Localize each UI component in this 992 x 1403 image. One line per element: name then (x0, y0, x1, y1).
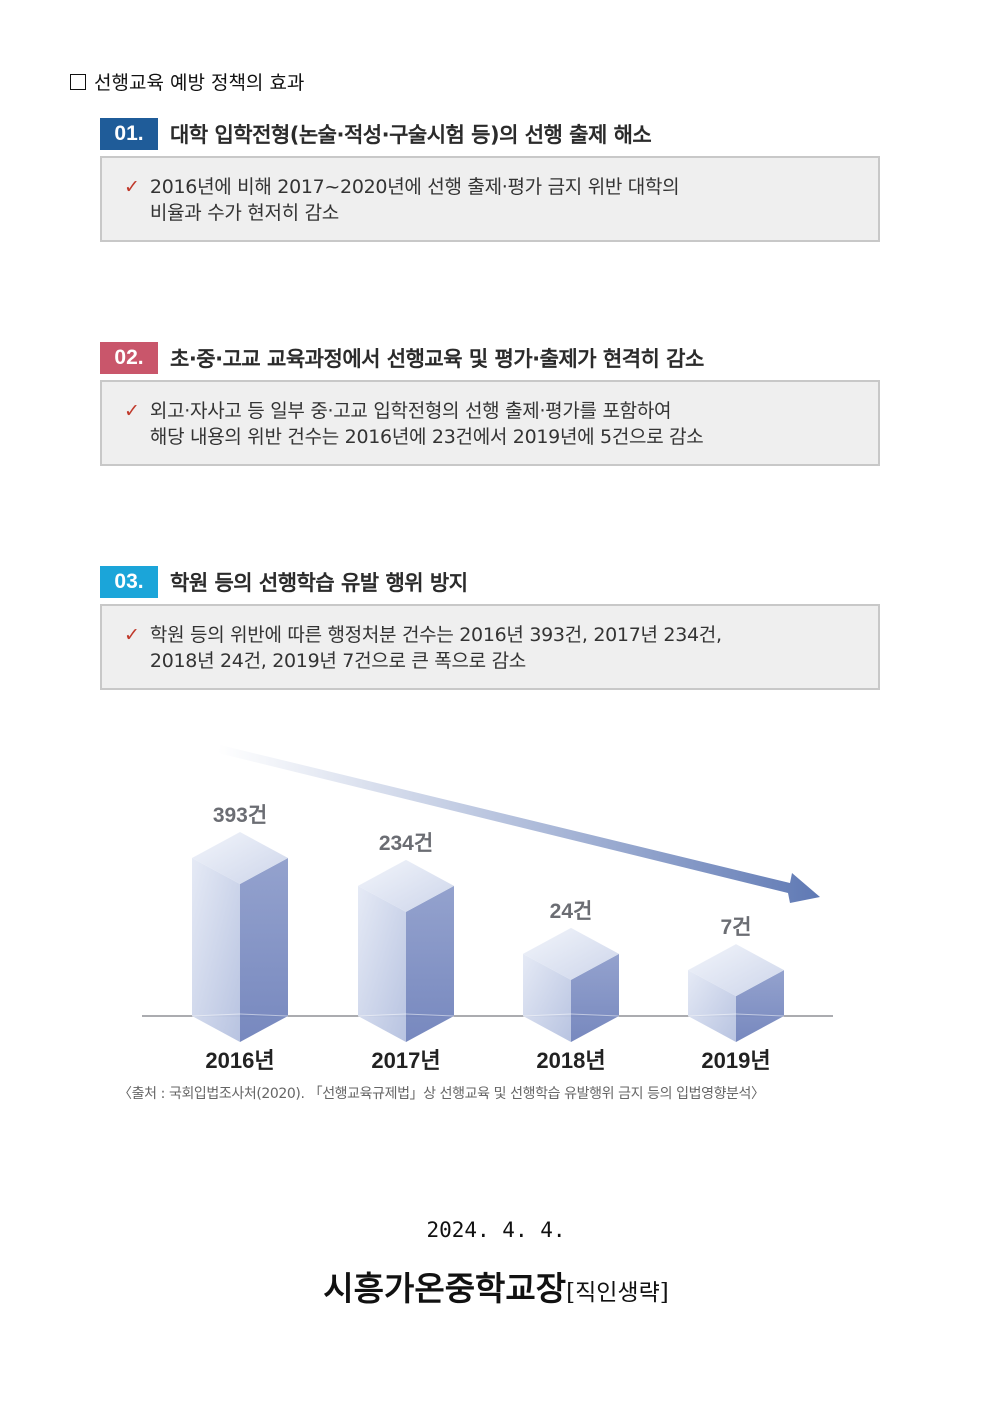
signer-block: 시흥가온중학교장[직인생략] (0, 1262, 992, 1310)
bar-inner-edge (405, 1013, 455, 1017)
bar-right-face (736, 970, 784, 1042)
bar-inner-edge (570, 1013, 620, 1017)
section-03: 03. 학원 등의 선행학습 유발 행위 방지 ✓ 학원 등의 위반에 따른 행… (100, 566, 880, 690)
section-title: 대학 입학전형(논술·적성·구술시험 등)의 선행 출제 해소 (170, 123, 652, 147)
bar-data-label: 393건 (213, 804, 267, 827)
seal-omitted: [직인생략] (566, 1280, 669, 1306)
x-tick-label: 2018년 (536, 1048, 605, 1073)
bar-inner-edge (357, 1013, 407, 1017)
description-line: 학원 등의 위반에 따른 행정처분 건수는 2016년 393건, 2017년 … (149, 624, 722, 646)
heading-text: 선행교육 예방 정책의 효과 (94, 72, 305, 94)
section-number: 02. (100, 342, 158, 374)
x-tick-label: 2017년 (371, 1048, 440, 1073)
bar-right-face (406, 885, 454, 1042)
section-number: 01. (100, 118, 158, 150)
trend-arrow (218, 745, 820, 903)
bar-inner-edge (735, 1013, 785, 1017)
bar-right-face (240, 858, 288, 1042)
bar-top-face (358, 859, 454, 912)
document-date: 2024. 4. 4. (426, 1218, 566, 1242)
bar-data-label: 24건 (550, 900, 593, 923)
section-description-box: ✓ 2016년에 비해 2017~2020년에 선행 출제·평가 금지 위반 대… (100, 156, 880, 242)
section-title: 초·중·고교 교육과정에서 선행교육 및 평가·출제가 현격히 감소 (170, 347, 704, 371)
signer-name: 시흥가온중학교장 (323, 1269, 567, 1308)
chart-source: 〈출처 : 국회입법조사처(2020). 「선행교육규제법」상 선행교육 및 선… (118, 1086, 765, 1102)
description-line: 해당 내용의 위반 건수는 2016년에 23건에서 2019년에 5건으로 감… (149, 426, 704, 448)
checkbox-square-icon (70, 73, 86, 90)
bar-top-face (192, 832, 288, 884)
x-tick-label: 2019년 (701, 1048, 770, 1073)
bar-inner-edge (522, 1013, 572, 1017)
bar-data-label: 7건 (721, 916, 752, 939)
penalty-count-chart: 393건 2016년 234건 2017년 24건 2018년 7건 2019년 (142, 745, 833, 1073)
bar-inner-edge (239, 1013, 289, 1017)
description-line: 외고·자사고 등 일부 중·고교 입학전형의 선행 출제·평가를 포함하여 (149, 400, 672, 422)
description-line: 비율과 수가 현저히 감소 (149, 202, 339, 224)
section-heading: 선행교육 예방 정책의 효과 (70, 68, 304, 95)
section-02: 02. 초·중·고교 교육과정에서 선행교육 및 평가·출제가 현격히 감소 ✓… (100, 342, 880, 466)
bar-data-label: 234건 (379, 832, 433, 855)
section-description-box: ✓ 외고·자사고 등 일부 중·고교 입학전형의 선행 출제·평가를 포함하여 … (100, 380, 880, 466)
bar-right-face (571, 953, 619, 1042)
section-number: 03. (100, 566, 158, 598)
section-01: 01. 대학 입학전형(논술·적성·구술시험 등)의 선행 출제 해소 ✓ 20… (100, 118, 880, 242)
bar-left-face (358, 885, 406, 1042)
bar-inner-edge (687, 1013, 737, 1017)
description-line: 2018년 24건, 2019년 7건으로 큰 폭으로 감소 (149, 650, 526, 672)
x-tick-label: 2016년 (205, 1048, 274, 1073)
description-line: 2016년에 비해 2017~2020년에 선행 출제·평가 금지 위반 대학의 (149, 176, 680, 198)
bar-top-face (523, 927, 619, 980)
checkmark-icon: ✓ (124, 176, 140, 198)
section-title: 학원 등의 선행학습 유발 행위 방지 (170, 571, 468, 595)
bar-left-face (688, 970, 736, 1042)
bar-left-face (523, 953, 571, 1042)
section-description-box: ✓ 학원 등의 위반에 따른 행정처분 건수는 2016년 393건, 2017… (100, 604, 880, 690)
bar-inner-edge (191, 1013, 241, 1017)
bar-left-face (192, 858, 240, 1042)
checkmark-icon: ✓ (124, 400, 140, 422)
checkmark-icon: ✓ (124, 624, 140, 646)
